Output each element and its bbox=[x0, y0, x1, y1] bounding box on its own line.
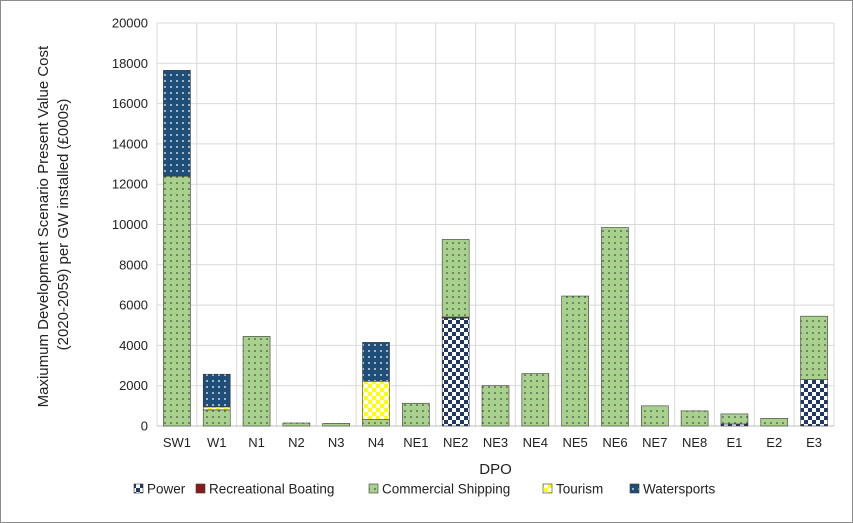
y-tick-label: 2000 bbox=[119, 378, 148, 393]
x-tick-label: NE5 bbox=[562, 435, 587, 450]
x-tick-label: SW1 bbox=[163, 435, 191, 450]
x-tick-label: E1 bbox=[726, 435, 742, 450]
bar-watersports-n4 bbox=[362, 342, 390, 382]
legend: Power Recreational Boating Commercial Ship… bbox=[133, 482, 716, 497]
legend-label-watersports: Watersports bbox=[643, 482, 716, 497]
x-tick-label: NE1 bbox=[403, 435, 428, 450]
x-tick-label: NE2 bbox=[443, 435, 468, 450]
bar-power-e3 bbox=[800, 379, 828, 427]
bar-commercial-shipping-n4 bbox=[362, 419, 390, 427]
y-tick-label: 0 bbox=[141, 419, 148, 434]
x-tick-label: W1 bbox=[207, 435, 227, 450]
bar-tourism-n4 bbox=[362, 380, 390, 420]
bar-commercial-shipping-ne7 bbox=[640, 405, 669, 427]
legend-label-power: Power bbox=[147, 482, 186, 497]
x-axis-ticks: SW1 W1 N1 N2 N3 N4 NE1 NE2 NE3 NE4 NE5 NE6 NE7 NE8 E1 E… bbox=[163, 435, 822, 450]
y-tick-label: 10000 bbox=[112, 217, 148, 232]
x-tick-label: NE3 bbox=[483, 435, 508, 450]
y-axis-title: Maxiumum Development Scenario Present Va… bbox=[35, 42, 72, 408]
x-tick-label: N2 bbox=[288, 435, 305, 450]
bar-watersports-w1 bbox=[202, 373, 231, 408]
y-axis-ticks: 0 2000 4000 6000 8000 10000 12000 14000 16000 180… bbox=[112, 16, 148, 434]
x-tick-label: NE6 bbox=[602, 435, 627, 450]
x-tick-label: E3 bbox=[806, 435, 822, 450]
x-axis-title: DPO bbox=[479, 461, 512, 478]
y-tick-label: 16000 bbox=[112, 96, 148, 111]
x-tick-label: N1 bbox=[248, 435, 265, 450]
bar-power-ne2 bbox=[441, 317, 470, 427]
bar-power-e1 bbox=[720, 423, 749, 427]
y-axis-title-line-2: (2020-2059) per GW installed (£000s) bbox=[55, 99, 72, 351]
bar-tourism-w1 bbox=[202, 406, 231, 411]
x-tick-label: N3 bbox=[328, 435, 345, 450]
bar-commercial-shipping-ne6 bbox=[601, 227, 629, 427]
bar-commercial-shipping-ne1 bbox=[402, 402, 430, 427]
bar-commercial-shipping-ne4 bbox=[521, 373, 550, 427]
legend-swatch-power bbox=[133, 483, 144, 494]
bars bbox=[163, 70, 828, 427]
legend-label-recreational-boating: Recreational Boating bbox=[209, 482, 334, 497]
legend-swatch-tourism bbox=[542, 483, 553, 494]
y-tick-label: 12000 bbox=[112, 177, 148, 192]
legend-swatch-watersports bbox=[629, 483, 640, 494]
x-tick-label: NE8 bbox=[682, 435, 707, 450]
x-tick-label: E2 bbox=[766, 435, 782, 450]
legend-swatch-recreational-boating bbox=[195, 483, 206, 494]
bar-commercial-shipping-ne2 bbox=[441, 239, 470, 318]
bar-commercial-shipping-e1 bbox=[720, 413, 749, 425]
bar-commercial-shipping-sw1 bbox=[163, 175, 191, 427]
bar-commercial-shipping-ne8 bbox=[680, 410, 709, 427]
y-tick-label: 14000 bbox=[112, 136, 148, 151]
y-tick-label: 4000 bbox=[119, 338, 148, 353]
bar-commercial-shipping-ne3 bbox=[481, 385, 510, 427]
y-tick-label: 8000 bbox=[119, 257, 148, 272]
bar-commercial-shipping-e2 bbox=[760, 418, 789, 427]
bar-commercial-shipping-n1 bbox=[242, 336, 271, 427]
y-tick-label: 18000 bbox=[112, 56, 148, 71]
bar-commercial-shipping-e3 bbox=[800, 315, 828, 380]
x-tick-label: NE4 bbox=[523, 435, 548, 450]
y-tick-label: 20000 bbox=[112, 16, 148, 31]
y-tick-label: 6000 bbox=[119, 298, 148, 313]
y-axis-title-line-1: Maxiumum Development Scenario Present Va… bbox=[35, 45, 52, 407]
bar-commercial-shipping-n2 bbox=[282, 422, 311, 427]
bar-commercial-shipping-ne5 bbox=[561, 295, 589, 427]
legend-label-tourism: Tourism bbox=[556, 482, 603, 497]
legend-swatch-commercial-shipping bbox=[368, 483, 379, 494]
legend-label-commercial-shipping: Commercial Shipping bbox=[382, 482, 510, 497]
bar-commercial-shipping-n3 bbox=[322, 423, 351, 427]
bar-watersports-sw1 bbox=[163, 70, 191, 177]
x-tick-label: NE7 bbox=[642, 435, 667, 450]
bar-commercial-shipping-w1 bbox=[202, 409, 231, 427]
x-tick-label: N4 bbox=[368, 435, 385, 450]
